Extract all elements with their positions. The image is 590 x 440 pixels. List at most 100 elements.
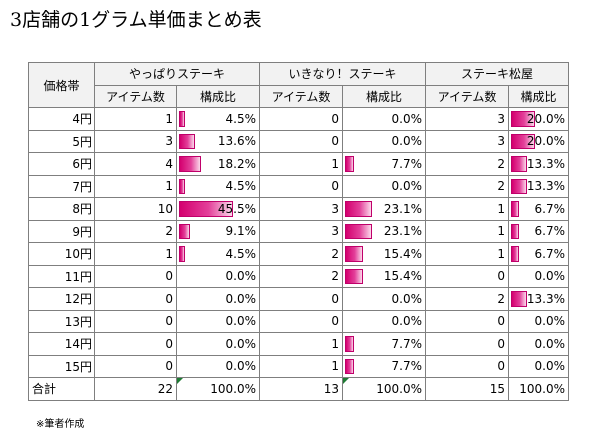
ratio-value: 0.0% xyxy=(225,336,257,351)
item-count-cell: 3 xyxy=(259,219,343,243)
ratio-value: 18.2% xyxy=(217,156,256,171)
ratio-value: 23.1% xyxy=(383,224,422,239)
ratio-cell: 9.1% xyxy=(176,219,260,243)
ratio-value: 0.0% xyxy=(391,314,423,329)
item-count-cell: 0 xyxy=(259,287,343,311)
ratio-cell: 0.0% xyxy=(342,309,426,333)
ratio-value: 0.0% xyxy=(225,291,257,306)
ratio-value: 15.4% xyxy=(383,269,422,284)
store-header-ikinari: いきなり！ステーキ xyxy=(259,62,426,86)
ratio-value: 13.6% xyxy=(217,134,256,149)
item-count-cell: 0 xyxy=(259,107,343,131)
ratio-cell: 15.4% xyxy=(342,242,426,266)
ratio-cell: 20.0% xyxy=(508,129,569,153)
ratio-data-bar xyxy=(345,336,355,352)
ratio-cell: 4.5% xyxy=(176,174,260,198)
ratio-data-bar xyxy=(511,178,527,194)
price-range-label: 8円 xyxy=(28,197,95,221)
total-ratio-value: 100.0% xyxy=(210,381,256,396)
ratio-value: 0.0% xyxy=(534,269,566,284)
item-count-cell: 2 xyxy=(259,242,343,266)
ratio-value: 0.0% xyxy=(391,291,423,306)
ratio-cell: 0.0% xyxy=(176,264,260,288)
ratio-data-bar xyxy=(179,156,201,172)
ratio-value: 13.3% xyxy=(526,179,565,194)
ratio-cell: 0.0% xyxy=(176,309,260,333)
ratio-value: 9.1% xyxy=(225,224,257,239)
total-ratio-value: 100.0% xyxy=(519,381,565,396)
ratio-cell: 13.3% xyxy=(508,287,569,311)
item-count-cell: 1 xyxy=(259,332,343,356)
price-range-label: 14円 xyxy=(28,332,95,356)
ratio-data-bar xyxy=(179,111,185,127)
ratio-value: 15.4% xyxy=(383,246,422,261)
ratio-cell: 0.0% xyxy=(508,354,569,378)
price-range-label: 10円 xyxy=(28,242,95,266)
ratio-value: 0.0% xyxy=(534,336,566,351)
item-count-cell: 2 xyxy=(94,219,177,243)
error-indicator-icon xyxy=(177,378,183,384)
item-count-cell: 1 xyxy=(259,152,343,176)
ratio-value: 20.0% xyxy=(526,111,565,126)
ratio-header: 構成比 xyxy=(342,84,426,108)
ratio-data-bar xyxy=(345,156,355,172)
ratio-cell: 18.2% xyxy=(176,152,260,176)
item-count-cell: 4 xyxy=(94,152,177,176)
table-row: 12円 0 0.0% 0 0.0% 2 13.3% xyxy=(28,287,569,311)
ratio-cell: 6.7% xyxy=(508,242,569,266)
total-ratio-cell: 100.0% xyxy=(508,377,569,401)
ratio-data-bar xyxy=(511,111,535,127)
table-body: 4円 1 4.5% 0 0.0% 3 20.0% 5円 3 13.6% 0 0.0% 3 20.0% 6円 4… xyxy=(28,107,569,401)
source-note: ※筆者作成 xyxy=(36,419,85,430)
ratio-data-bar xyxy=(179,246,185,262)
price-range-label: 6円 xyxy=(28,152,95,176)
item-count-cell: 2 xyxy=(259,264,343,288)
ratio-cell: 0.0% xyxy=(508,264,569,288)
ratio-data-bar xyxy=(179,133,196,149)
ratio-data-bar xyxy=(345,246,364,262)
ratio-value: 7.7% xyxy=(391,359,423,374)
table-row: 13円 0 0.0% 0 0.0% 0 0.0% xyxy=(28,309,569,333)
ratio-cell: 7.7% xyxy=(342,152,426,176)
item-count-cell: 0 xyxy=(259,309,343,333)
ratio-cell: 13.6% xyxy=(176,129,260,153)
table-row: 15円 0 0.0% 1 7.7% 0 0.0% xyxy=(28,354,569,378)
ratio-data-bar xyxy=(511,246,519,262)
ratio-data-bar xyxy=(179,178,185,194)
ratio-cell: 23.1% xyxy=(342,219,426,243)
ratio-value: 13.3% xyxy=(526,291,565,306)
ratio-cell: 7.7% xyxy=(342,354,426,378)
ratio-cell: 4.5% xyxy=(176,107,260,131)
ratio-cell: 6.7% xyxy=(508,219,569,243)
ratio-cell: 13.3% xyxy=(508,174,569,198)
ratio-cell: 0.0% xyxy=(342,174,426,198)
ratio-value: 0.0% xyxy=(391,134,423,149)
item-count-cell: 0 xyxy=(425,332,509,356)
total-count-cell: 15 xyxy=(425,377,509,401)
price-range-label: 5円 xyxy=(28,129,95,153)
table-row: 14円 0 0.0% 1 7.7% 0 0.0% xyxy=(28,332,569,356)
ratio-value: 7.7% xyxy=(391,156,423,171)
ratio-value: 4.5% xyxy=(225,246,257,261)
page-title: 3店舗の1グラム単価まとめ表 xyxy=(10,9,262,31)
store-header-yappari: やっぱりステーキ xyxy=(94,62,260,86)
item-count-cell: 0 xyxy=(94,309,177,333)
item-count-cell: 0 xyxy=(94,354,177,378)
ratio-value: 4.5% xyxy=(225,179,257,194)
ratio-cell: 0.0% xyxy=(176,287,260,311)
price-range-label: 15円 xyxy=(28,354,95,378)
ratio-cell: 13.3% xyxy=(508,152,569,176)
item-count-cell: 1 xyxy=(259,354,343,378)
ratio-data-bar xyxy=(511,156,527,172)
ratio-cell: 0.0% xyxy=(508,332,569,356)
item-count-cell: 0 xyxy=(425,264,509,288)
ratio-data-bar xyxy=(511,223,519,239)
ratio-cell: 0.0% xyxy=(176,354,260,378)
ratio-cell: 6.7% xyxy=(508,197,569,221)
ratio-cell: 4.5% xyxy=(176,242,260,266)
item-count-cell: 3 xyxy=(425,107,509,131)
item-count-cell: 2 xyxy=(425,152,509,176)
ratio-data-bar xyxy=(179,201,233,217)
ratio-data-bar xyxy=(179,223,190,239)
ratio-cell: 0.0% xyxy=(176,332,260,356)
